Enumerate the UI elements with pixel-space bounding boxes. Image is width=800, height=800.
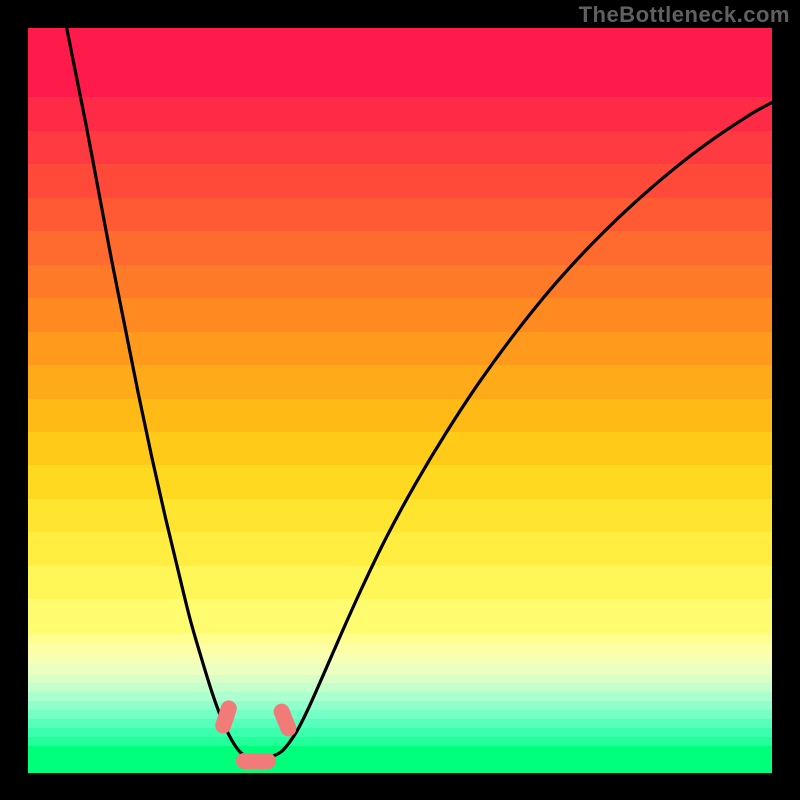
attribution-text: TheBottleneck.com xyxy=(579,2,790,28)
bottleneck-curve xyxy=(28,28,772,772)
curve-path xyxy=(65,21,779,758)
optimal-marker xyxy=(236,753,276,769)
plot-area xyxy=(28,28,772,772)
